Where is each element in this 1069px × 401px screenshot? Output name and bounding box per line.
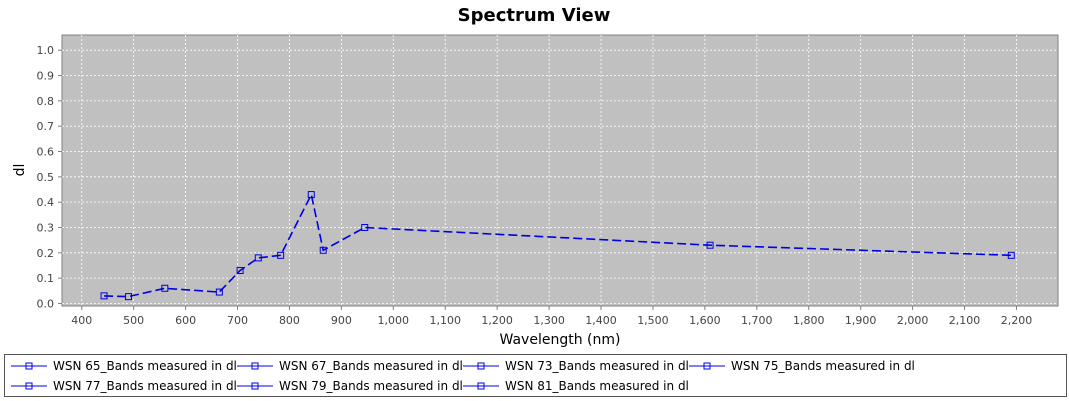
data-point [236, 267, 244, 275]
legend-item: WSN 77_Bands measured in dl [9, 376, 237, 396]
x-tick-label: 1,600 [689, 314, 721, 327]
legend-swatch-icon [689, 362, 725, 370]
data-point [307, 191, 315, 199]
legend-label: WSN 65_Bands measured in dl [53, 359, 237, 373]
legend-swatch-icon [11, 382, 47, 390]
x-tick-label: 2,000 [897, 314, 929, 327]
legend-label: WSN 67_Bands measured in dl [279, 359, 463, 373]
x-tick-label: 1,200 [481, 314, 513, 327]
legend-swatch-icon [11, 362, 47, 370]
y-tick-label: 0.1 [37, 272, 55, 285]
chart-legend: WSN 65_Bands measured in dl WSN 67_Bands … [4, 354, 1067, 397]
data-point [319, 246, 327, 254]
legend-label: WSN 79_Bands measured in dl [279, 379, 463, 393]
data-point [706, 241, 714, 249]
legend-label: WSN 81_Bands measured in dl [505, 379, 689, 393]
y-tick-label: 1.0 [37, 44, 55, 57]
series-layer [100, 191, 1015, 301]
grid [62, 35, 1058, 306]
y-tick-label: 0.3 [37, 221, 55, 234]
x-tick-label: 1,100 [429, 314, 461, 327]
legend-swatch-icon [463, 382, 499, 390]
y-axis-label: dl [12, 164, 28, 177]
y-tick-label: 0.8 [37, 95, 55, 108]
x-tick-label: 1,700 [741, 314, 773, 327]
x-tick-label: 2,200 [1001, 314, 1033, 327]
y-tick-label: 0.9 [37, 70, 55, 83]
plot-area [61, 34, 1059, 307]
legend-item: WSN 67_Bands measured in dl [235, 356, 463, 376]
legend-label: WSN 77_Bands measured in dl [53, 379, 237, 393]
chart-canvas: Spectrum View 400 500 600 700 800 900 1,000 1,1… [12, 5, 1059, 348]
y-tick-label: 0.7 [37, 120, 55, 133]
legend-label: WSN 73_Bands measured in dl [505, 359, 689, 373]
data-point [215, 288, 223, 296]
y-tick-label: 0.2 [37, 247, 55, 260]
legend-swatch-icon [463, 362, 499, 370]
y-tick-label: 0.5 [37, 171, 55, 184]
x-tick-label: 600 [175, 314, 196, 327]
chart-title: Spectrum View [458, 5, 611, 26]
x-tick-label: 500 [123, 314, 144, 327]
legend-item: WSN 65_Bands measured in dl [9, 356, 237, 376]
x-axis-label: Wavelength (nm) [500, 332, 621, 348]
data-point [254, 254, 262, 262]
x-tick-label: 700 [227, 314, 248, 327]
x-tick-label: 1,900 [845, 314, 877, 327]
y-tick-label: 0.0 [37, 297, 55, 310]
legend-swatch-icon [237, 382, 273, 390]
y-tick-label: 0.4 [37, 196, 55, 209]
x-tick-label: 800 [279, 314, 300, 327]
y-tick-label: 0.6 [37, 146, 55, 159]
x-tick-label: 1,000 [378, 314, 410, 327]
legend-item: WSN 75_Bands measured in dl [687, 356, 915, 376]
data-point [124, 293, 132, 301]
axes: 400 500 600 700 800 900 1,000 1,100 1,200 1,300 1,… [37, 44, 1033, 327]
legend-item: WSN 73_Bands measured in dl [461, 356, 689, 376]
series-line [104, 192, 1012, 298]
x-tick-label: 1,400 [585, 314, 617, 327]
x-tick-label: 2,100 [949, 314, 981, 327]
legend-label: WSN 75_Bands measured in dl [731, 359, 915, 373]
x-tick-label: 900 [331, 314, 352, 327]
legend-swatch-icon [237, 362, 273, 370]
x-tick-label: 1,800 [793, 314, 825, 327]
data-point [361, 223, 369, 231]
legend-item: WSN 79_Bands measured in dl [235, 376, 463, 396]
x-tick-label: 1,300 [533, 314, 565, 327]
legend-item: WSN 81_Bands measured in dl [461, 376, 689, 396]
data-point [1007, 251, 1015, 259]
data-point [277, 251, 285, 259]
data-point [100, 292, 108, 300]
data-point [161, 284, 169, 292]
x-tick-label: 1,500 [637, 314, 669, 327]
x-tick-label: 400 [71, 314, 92, 327]
